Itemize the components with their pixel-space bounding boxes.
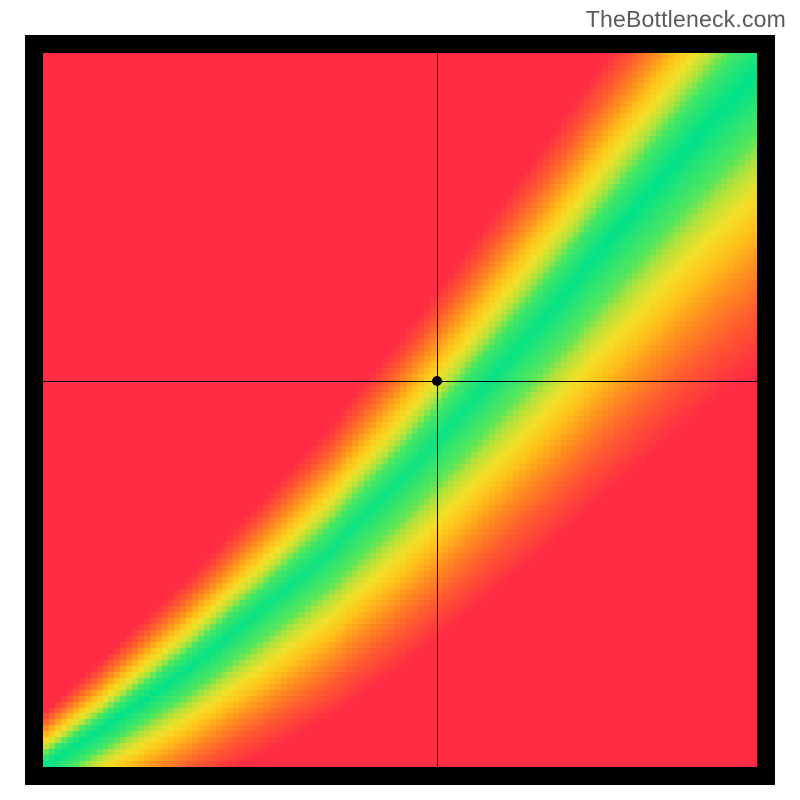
plot-frame: [25, 35, 775, 785]
attribution-text: TheBottleneck.com: [586, 6, 786, 33]
crosshair-vertical: [437, 53, 438, 767]
heatmap-canvas: [43, 53, 757, 767]
crosshair-marker: [432, 376, 442, 386]
crosshair-horizontal: [43, 381, 757, 382]
